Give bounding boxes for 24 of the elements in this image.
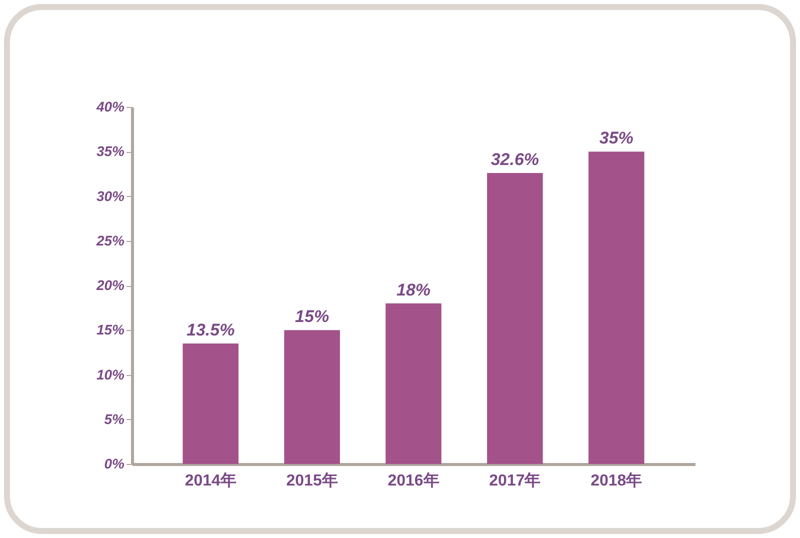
x-tick-label: 2015年 bbox=[286, 472, 338, 490]
y-tick-label: 0% bbox=[104, 456, 126, 472]
bar bbox=[386, 303, 442, 464]
bar bbox=[284, 330, 340, 464]
bar bbox=[182, 344, 239, 464]
x-tick-label: 2018年 bbox=[590, 472, 642, 490]
y-tick-label: 20% bbox=[95, 277, 126, 293]
y-tick-label: 40% bbox=[95, 98, 126, 114]
data-label: 18% bbox=[396, 280, 431, 300]
data-label: 13.5% bbox=[186, 320, 235, 340]
data-label: 32.6% bbox=[490, 150, 540, 170]
bar bbox=[487, 173, 543, 464]
data-label: 35% bbox=[599, 128, 634, 148]
x-tick-label: 2014年 bbox=[184, 472, 236, 490]
y-tick-label: 30% bbox=[96, 188, 126, 204]
x-tick-label: 2017年 bbox=[489, 472, 541, 490]
x-tick-label: 2016年 bbox=[388, 472, 440, 490]
y-tick-label: 5% bbox=[104, 410, 126, 427]
y-tick-label: 15% bbox=[96, 322, 126, 338]
y-tick-label: 35% bbox=[96, 143, 126, 160]
data-label: 15% bbox=[295, 307, 330, 326]
bar bbox=[588, 152, 644, 464]
y-tick-label: 25% bbox=[95, 232, 126, 248]
y-tick-label: 10% bbox=[96, 366, 126, 382]
